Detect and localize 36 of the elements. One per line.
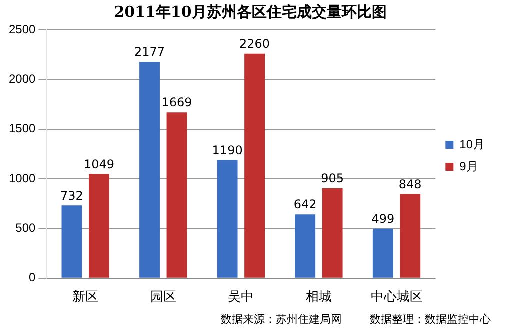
- bar: [140, 62, 160, 278]
- data-label: 1669: [162, 96, 192, 110]
- data-label: 848: [398, 177, 422, 192]
- data-label: 2177: [134, 45, 166, 60]
- bar: [295, 214, 316, 278]
- legend-label: 10月: [460, 137, 486, 152]
- bar: [217, 160, 238, 278]
- x-tick-label: 相城: [306, 288, 332, 304]
- x-tick-label: 中心城区: [370, 288, 423, 304]
- y-tick-label: 1000: [8, 171, 36, 186]
- bar: [166, 112, 188, 278]
- chart-title: 2011年10月苏州各区住宅成交量环比图: [114, 2, 387, 21]
- x-tick-label: 新区: [72, 288, 99, 304]
- bar: [372, 228, 394, 278]
- bar: [322, 188, 343, 278]
- y-tick-label: 0: [29, 270, 36, 285]
- data-label: 2260: [240, 36, 270, 51]
- y-tick-label: 2000: [8, 72, 36, 86]
- data-label: 642: [294, 198, 317, 212]
- data-label: 499: [372, 212, 395, 226]
- legend-label: 9月: [460, 159, 478, 174]
- source-note: 数据来源：苏州住建局网: [221, 312, 342, 327]
- y-tick-label: 1500: [8, 122, 36, 136]
- x-tick-label: 吴中: [228, 288, 254, 304]
- data-label: 1049: [84, 157, 114, 172]
- bar: [62, 206, 82, 278]
- x-tick-label: 园区: [150, 288, 176, 304]
- bar: [88, 174, 110, 278]
- data-label: 905: [321, 172, 344, 186]
- y-tick-label: 500: [16, 221, 36, 236]
- data-label: 732: [60, 188, 84, 203]
- data-label: 1190: [212, 143, 243, 158]
- bar: [400, 194, 421, 278]
- y-tick-label: 2500: [8, 22, 36, 36]
- text: 数据整理：数据监控中心: [370, 312, 491, 327]
- bar: [244, 54, 265, 278]
